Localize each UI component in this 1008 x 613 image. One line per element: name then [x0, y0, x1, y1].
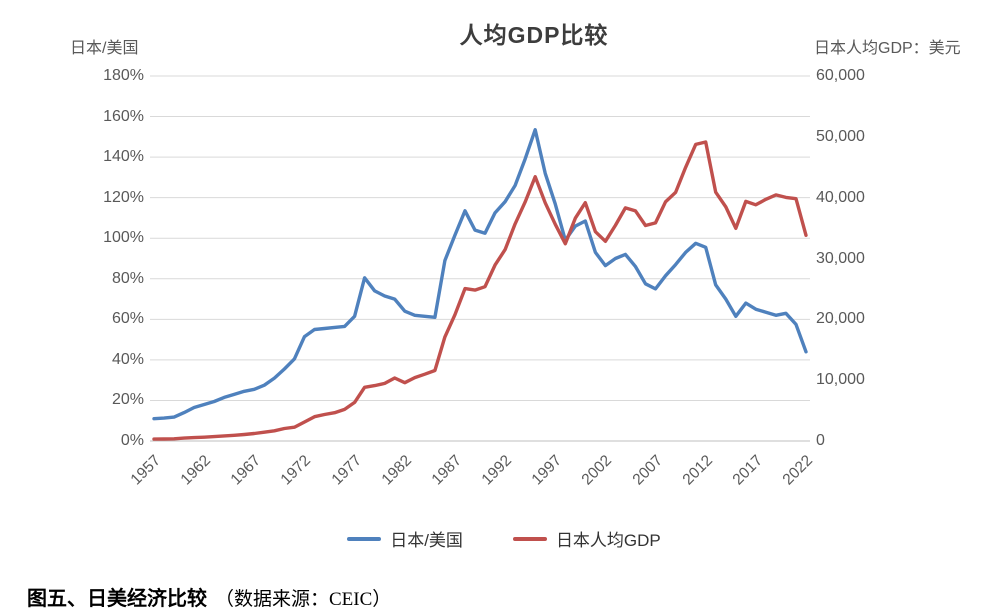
left-axis-tick: 140% [103, 148, 144, 166]
right-axis-tick: 60,000 [816, 67, 865, 84]
right-axis-tick: 30,000 [816, 249, 865, 267]
left-axis-tick: 180% [103, 67, 144, 84]
figure-caption: 图五、日美经济比较 （数据来源：CEIC） [27, 582, 391, 611]
right-axis-tick: 20,000 [816, 310, 865, 328]
chart-legend: 日本/美国 日本人均GDP [0, 526, 1008, 551]
legend-item-japan-us-ratio: 日本/美国 [347, 526, 463, 551]
figure-caption-source: （数据来源：CEIC） [215, 589, 392, 610]
legend-line-swatch [347, 536, 382, 541]
left-axis-tick: 40% [111, 350, 144, 368]
right-axis-tick: 10,000 [816, 371, 865, 389]
left-axis-tick: 80% [111, 269, 144, 287]
figure-caption-title: 图五、日美经济比较 [27, 588, 207, 610]
left-axis-tick: 20% [111, 391, 144, 409]
legend-item-japan-gdp-per-capita: 日本人均GDP [512, 526, 661, 551]
left-axis-tick: 120% [103, 188, 144, 206]
right-axis-tick: 40,000 [816, 188, 865, 206]
right-axis-tick: 50,000 [816, 127, 865, 145]
legend-line-swatch [512, 536, 547, 541]
left-axis-tick: 160% [103, 107, 144, 125]
left-axis-tick: 0% [120, 432, 144, 449]
gridlines [150, 75, 810, 442]
left-axis-tick: 60% [111, 310, 144, 328]
legend-label: 日本/美国 [390, 531, 463, 550]
series-line-japan-us-ratio [152, 127, 808, 421]
series-line-japan-gdp-per-capita [152, 140, 808, 441]
chart-title: 人均GDP比较 [459, 22, 609, 48]
legend-label: 日本人均GDP [555, 531, 661, 550]
left-axis-title: 日本/美国 [70, 40, 139, 57]
right-axis-title: 日本人均GDP：美元 [814, 40, 961, 57]
left-axis-tick: 100% [103, 229, 144, 247]
right-axis-tick: 0 [816, 432, 825, 449]
